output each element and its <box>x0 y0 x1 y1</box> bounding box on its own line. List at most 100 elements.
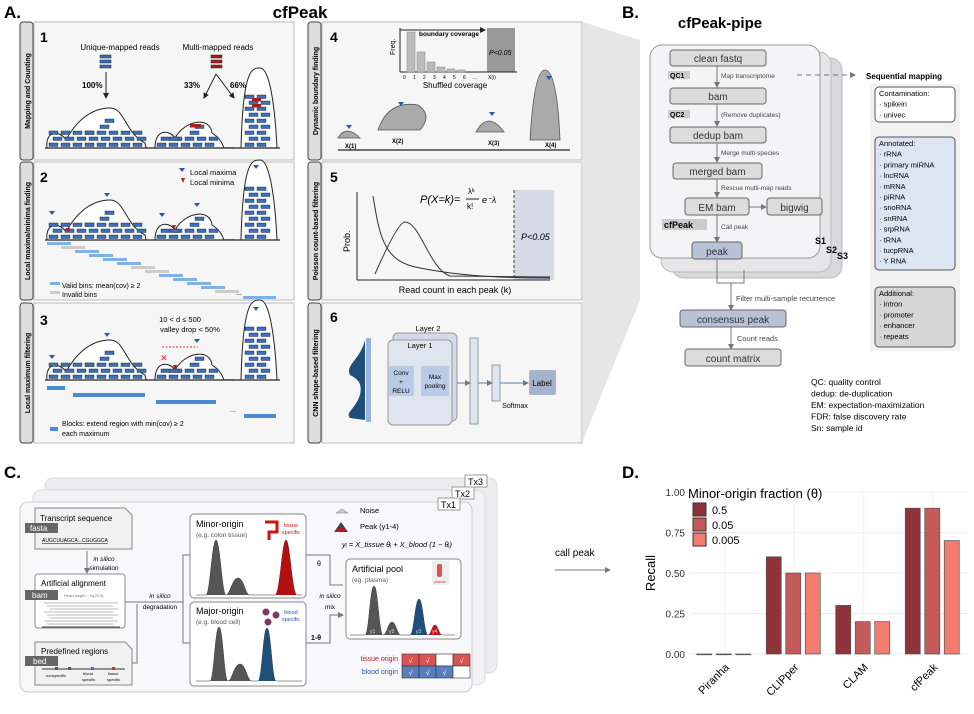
unique-reads-label: Unique-mapped reads <box>80 43 159 52</box>
annotated-box <box>874 136 956 271</box>
noise-icon <box>335 508 349 514</box>
blood-tube-icon <box>437 564 442 577</box>
tissue-tag-2: specific <box>282 530 301 536</box>
step-4: 4 P<0.05 boundary coverage Freq. 0 1 2 3 4 5 6… <box>330 27 570 151</box>
y-tick-label: 0.25 <box>666 610 686 621</box>
peak-y1: y1 <box>370 629 376 635</box>
plasma-icon-label: plasma <box>434 580 445 584</box>
legend-line: QC: quality control <box>811 377 881 387</box>
node-dedup-bam <box>669 126 767 144</box>
annotated-item: · piRNA <box>879 193 905 202</box>
coverage-tick: 6 <box>463 75 466 81</box>
percent-100: 100% <box>82 81 102 90</box>
legend-swatch <box>692 532 707 547</box>
x-tick-label: Piranha <box>697 661 733 697</box>
shuffled-coverage-label: Shuffled coverage <box>423 81 488 90</box>
bar-cfPeak-0.05 <box>924 507 941 655</box>
legend-swatch <box>692 502 707 517</box>
mix-equation: yᵢ = X_tissue θᵢ + X_blood (1 − θᵢ) <box>341 540 452 549</box>
panel-d-label: D. <box>622 463 639 482</box>
step-1: 1 Unique-mapped reads Multi-mapped reads… <box>40 29 254 99</box>
panel-d: D. 0.00 0.25 0.50 0.75 1.00 Recall Piranha CLIP… <box>622 463 968 699</box>
reject-x-icon: ✕ <box>160 353 168 363</box>
node-label: EM bam <box>698 203 735 214</box>
step-3: 3 10 < d ≤ 500 valley drop < 50% ✕ Block… <box>40 312 276 438</box>
legend-valid-bins: Valid bins: mean(cov) ≥ 2 <box>62 283 141 290</box>
read-length-note: Read length ~ N(20,5) <box>64 593 104 598</box>
node-label: merged bam <box>689 167 745 178</box>
pvalue-label: P<0.05 <box>521 232 551 242</box>
check-mark: √ <box>409 669 413 677</box>
ellipsis: ... <box>236 290 242 297</box>
bar-Piranha-0.005 <box>735 653 752 656</box>
layer-1-label: Layer 1 <box>407 341 432 350</box>
step-side-label: Local maxima/minima finding <box>25 182 32 280</box>
relu-label: RELU <box>392 388 410 395</box>
edge-remove-duplicates: (Remove duplicates) <box>721 112 781 119</box>
additional-item: · promoter <box>879 310 914 319</box>
transcript-title: Transcript sequence <box>40 514 113 523</box>
tx2-tab: Tx2 <box>455 489 470 499</box>
distance-condition: 10 < d ≤ 500 <box>159 315 201 324</box>
step-side-tab <box>307 302 322 444</box>
local-maxima-icon <box>179 168 185 172</box>
check-mark: √ <box>426 657 430 665</box>
transcript-box <box>34 507 133 550</box>
edge-map-transcriptome: Map transcriptome <box>721 73 775 80</box>
regions-title: Predefined regions <box>41 647 108 656</box>
step-side-tab <box>19 302 34 444</box>
simulation-label: in silico <box>93 556 115 563</box>
check-mark: √ <box>460 657 464 665</box>
region-type: tissue <box>108 671 119 676</box>
x4-label: X(4) <box>545 143 556 149</box>
region-type: blood <box>83 671 93 676</box>
peak-y2: y2 <box>389 629 395 635</box>
one-minus-theta-label: 1-θ <box>311 635 321 642</box>
step-number: 2 <box>40 169 48 185</box>
node-label: count matrix <box>706 354 760 365</box>
bar-cfPeak-0.005 <box>943 540 960 655</box>
annotated-item: · snoRNA <box>879 203 912 212</box>
minor-sub: (e.g. colon tissue) <box>196 532 247 539</box>
percent-66: 66% <box>230 81 246 90</box>
additional-title: Additional: <box>879 289 914 298</box>
annotated-title: Annotated: <box>879 139 915 148</box>
sequential-mapping-title: Sequential mapping <box>866 72 942 81</box>
annotated-item: · lncRNA <box>879 171 909 180</box>
step-side-tab <box>19 21 34 161</box>
multi-reads-label: Multi-mapped reads <box>183 43 254 52</box>
freq-axis-label: Freq. <box>390 39 397 55</box>
formula-denominator: k! <box>467 202 473 211</box>
step-side-label: CNN shape-based filtering <box>313 329 320 417</box>
bins <box>47 242 276 299</box>
colon-icon <box>265 520 279 540</box>
y-tick-label: 1.00 <box>666 488 686 499</box>
node-label: peak <box>706 247 729 258</box>
legend-minima: Local minima <box>190 178 235 187</box>
panel-b-title: cfPeak-pipe <box>678 15 762 32</box>
coverage-tick: 4 <box>443 75 446 81</box>
peak-shape-icon <box>348 340 365 420</box>
region-type: specific <box>107 677 120 682</box>
y-tick-label: 0.75 <box>666 529 686 540</box>
y-tick-label: 0.50 <box>666 569 686 580</box>
tx3-tab: Tx3 <box>468 477 483 487</box>
major-title: Major-origin <box>196 606 244 616</box>
node-label: clean fastq <box>694 54 742 65</box>
softmax-label: Softmax <box>502 403 528 410</box>
contamination-item: · spikein <box>879 100 907 109</box>
contamination-box <box>874 86 956 123</box>
formula-exp: e⁻λ <box>482 195 496 205</box>
pvalue-region <box>487 28 515 72</box>
legend-swatch <box>692 517 707 532</box>
step-side-label: Dynamic boundary finding <box>313 47 320 135</box>
blood-tag: blood <box>284 610 297 616</box>
pool-label: Max <box>429 374 442 381</box>
pvalue-region <box>514 190 554 280</box>
contamination-item: · univec <box>879 110 906 119</box>
step-2: 2 Local maxima Local minima Valid bins: … <box>40 168 242 299</box>
bar-CLIPper-0.5 <box>765 556 782 655</box>
legend-entry: 0.5 <box>712 505 727 517</box>
edge-filter: Filter multi-sample recurrence <box>736 294 835 303</box>
